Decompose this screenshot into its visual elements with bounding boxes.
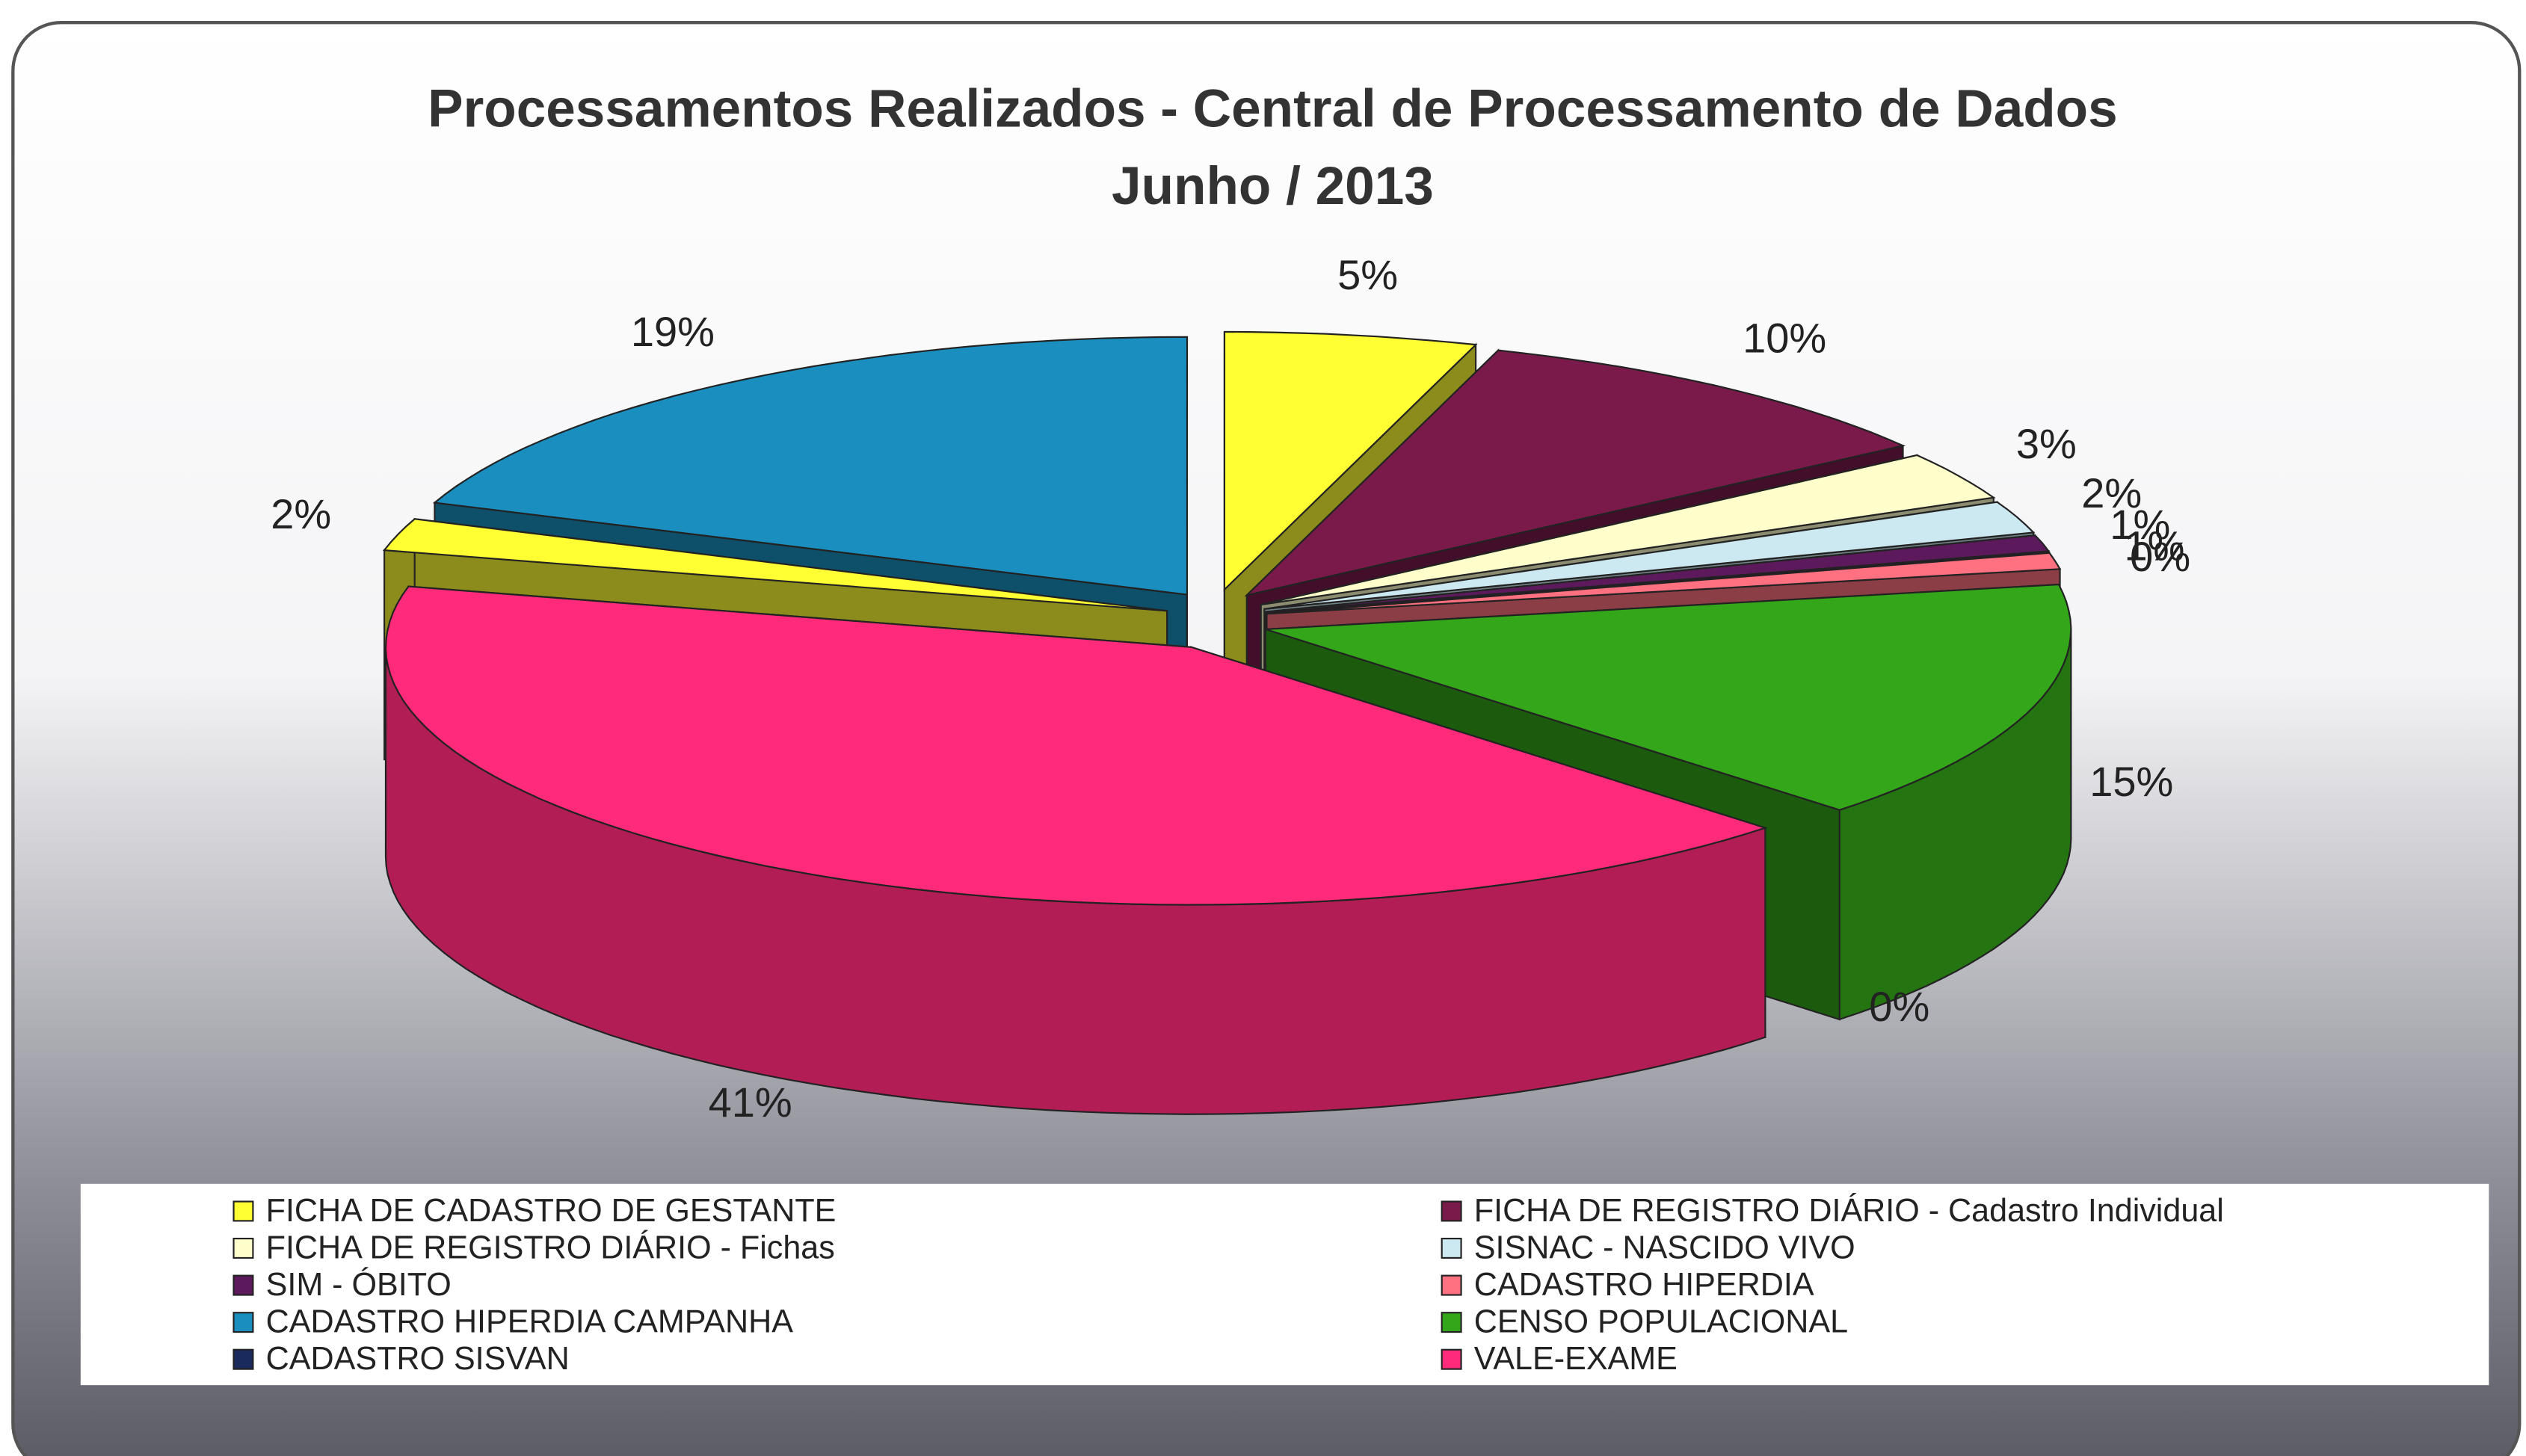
- legend: FICHA DE CADASTRO DE GESTANTE FICHA DE RE…: [232, 1193, 2224, 1377]
- legend-label: VALE-EXAME: [1474, 1341, 1678, 1377]
- legend-swatch: [1441, 1348, 1462, 1370]
- legend-label: CADASTRO HIPERDIA: [1474, 1267, 1814, 1303]
- legend-swatch: [1441, 1200, 1462, 1222]
- legend-label: FICHA DE CADASTRO DE GESTANTE: [266, 1193, 837, 1229]
- legend-label: CADASTRO SISVAN: [266, 1341, 570, 1377]
- slice-top: [432, 336, 1189, 596]
- legend-label: FICHA DE REGISTRO DIÁRIO - Fichas: [266, 1230, 835, 1266]
- data-label: 0%: [2130, 533, 2190, 580]
- legend-swatch: [232, 1348, 254, 1370]
- pie-slice: [384, 585, 1768, 1115]
- slice-top: [1244, 349, 1906, 597]
- data-label: 3%: [2016, 420, 2077, 467]
- slice-top: [1266, 534, 2051, 613]
- legend-box: [80, 1183, 2489, 1386]
- legend-label: CADASTRO HIPERDIA CAMPANHA: [266, 1304, 794, 1340]
- slice-top: [382, 518, 1168, 612]
- slice-top: [1260, 454, 1996, 606]
- slice-top: [1265, 583, 2072, 811]
- legend-swatch: [232, 1274, 254, 1296]
- legend-swatch: [232, 1200, 254, 1222]
- legend-swatch: [1441, 1274, 1462, 1296]
- legend-swatch: [1441, 1238, 1462, 1259]
- data-label: 15%: [2089, 758, 2173, 805]
- data-label: 10%: [1743, 314, 1826, 361]
- legend-swatch: [232, 1238, 254, 1259]
- pie: 5%10%3%2%1%1%0%15%0%41%2%19%: [271, 251, 2190, 1126]
- legend-swatch: [232, 1312, 254, 1333]
- data-label: 19%: [631, 308, 715, 355]
- slice-top: [1223, 330, 1478, 592]
- data-label: 2%: [2081, 469, 2142, 516]
- data-label: 41%: [709, 1079, 792, 1126]
- slice-top: [384, 585, 1768, 906]
- data-label: 1%: [2124, 522, 2184, 570]
- chart-subtitle: Junho / 2013: [1112, 157, 1434, 216]
- data-label: 1%: [2110, 501, 2170, 548]
- data-label: 2%: [271, 490, 331, 537]
- data-label: 0%: [1869, 983, 1929, 1030]
- slice-top: [1266, 552, 2062, 615]
- legend-label: SIM - ÓBITO: [266, 1267, 452, 1303]
- legend-label: SISNAC - NASCIDO VIVO: [1474, 1230, 1855, 1266]
- chart-title: Processamentos Realizados - Central de P…: [428, 80, 2118, 139]
- slice-top: [1264, 501, 2036, 610]
- legend-swatch: [1441, 1312, 1462, 1333]
- legend-label: CENSO POPULACIONAL: [1474, 1304, 1848, 1340]
- legend-label: FICHA DE REGISTRO DIÁRIO - Cadastro Indi…: [1474, 1193, 2224, 1229]
- data-label: 5%: [1337, 251, 1398, 298]
